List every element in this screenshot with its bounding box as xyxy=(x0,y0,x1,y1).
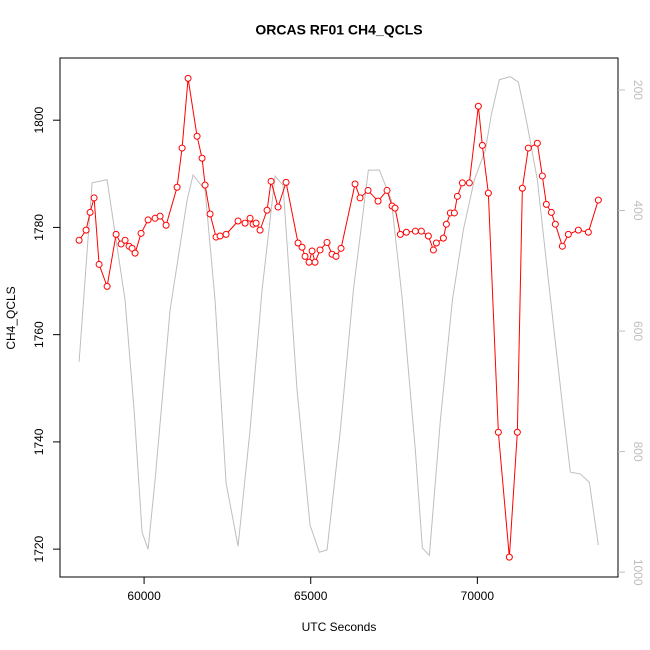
point xyxy=(505,553,513,561)
point xyxy=(311,258,319,266)
point xyxy=(298,243,306,251)
point xyxy=(121,236,129,244)
y-tick-label: 1780 xyxy=(32,214,46,241)
y2-tick-label: 800 xyxy=(631,442,645,462)
point xyxy=(173,183,181,191)
y-axis-label: CH4_QCLS xyxy=(4,286,18,349)
point xyxy=(465,179,473,187)
y2-tick-label: 1000 xyxy=(631,559,645,586)
point xyxy=(432,239,440,247)
point xyxy=(356,194,364,202)
point xyxy=(137,229,145,237)
point xyxy=(551,220,559,228)
point xyxy=(162,221,170,229)
point xyxy=(82,226,90,234)
point xyxy=(95,260,103,268)
point xyxy=(484,189,492,197)
point xyxy=(518,184,526,192)
y2-tick-label: 400 xyxy=(631,200,645,220)
x-axis-label: UTC Seconds xyxy=(302,620,377,634)
point xyxy=(201,181,209,189)
y2-tick-label: 600 xyxy=(631,321,645,341)
point xyxy=(234,217,242,225)
point xyxy=(294,239,302,247)
point xyxy=(364,186,372,194)
point xyxy=(216,232,224,240)
point xyxy=(75,236,83,244)
y-tick-label: 1800 xyxy=(32,107,46,134)
point xyxy=(144,216,152,224)
point xyxy=(222,230,230,238)
point xyxy=(542,200,550,208)
point xyxy=(564,230,572,238)
point xyxy=(252,219,260,227)
point xyxy=(267,177,275,185)
point xyxy=(383,186,391,194)
point xyxy=(439,234,447,242)
point xyxy=(424,232,432,240)
point xyxy=(574,226,582,234)
y-tick-label: 1720 xyxy=(32,535,46,562)
point xyxy=(178,144,186,152)
y-tick-label: 1760 xyxy=(32,321,46,348)
y2-tick-label: 200 xyxy=(631,80,645,100)
x-tick-label: 60000 xyxy=(127,589,161,603)
point xyxy=(494,428,502,436)
point xyxy=(547,208,555,216)
point xyxy=(246,214,254,222)
series-line xyxy=(78,78,599,558)
point xyxy=(156,212,164,220)
plot-frame xyxy=(59,57,619,578)
point xyxy=(282,178,290,186)
point xyxy=(90,194,98,202)
point xyxy=(323,238,331,246)
point xyxy=(241,219,249,227)
point xyxy=(316,246,324,254)
point xyxy=(411,227,419,235)
point xyxy=(308,247,316,255)
point xyxy=(374,197,382,205)
point xyxy=(256,226,264,234)
point xyxy=(351,180,359,188)
series-line xyxy=(78,76,599,557)
point xyxy=(402,228,410,236)
point xyxy=(533,139,541,147)
point xyxy=(301,252,309,260)
x-tick-label: 65000 xyxy=(294,589,328,603)
point xyxy=(103,282,111,290)
point xyxy=(478,141,486,149)
y-tick-label: 1740 xyxy=(32,428,46,455)
point xyxy=(396,230,404,238)
point xyxy=(524,144,532,152)
point xyxy=(193,132,201,140)
point xyxy=(128,244,136,252)
point xyxy=(458,179,466,187)
point xyxy=(417,227,425,235)
point xyxy=(391,204,399,212)
point xyxy=(450,209,458,217)
point xyxy=(86,208,94,216)
point xyxy=(337,244,345,252)
point xyxy=(558,242,566,250)
point xyxy=(538,172,546,180)
point xyxy=(112,230,120,238)
point xyxy=(332,252,340,260)
chart-title: ORCAS RF01 CH4_QCLS xyxy=(255,22,422,38)
point xyxy=(305,258,313,266)
point xyxy=(198,154,206,162)
point xyxy=(429,246,437,254)
point xyxy=(513,428,521,436)
x-tick-label: 70000 xyxy=(461,589,495,603)
point xyxy=(453,192,461,200)
point xyxy=(184,74,192,82)
point xyxy=(274,203,282,211)
point xyxy=(131,249,139,257)
point xyxy=(594,196,602,204)
point xyxy=(584,228,592,236)
point xyxy=(206,210,214,218)
point xyxy=(263,206,271,214)
point xyxy=(442,220,450,228)
point xyxy=(474,102,482,110)
